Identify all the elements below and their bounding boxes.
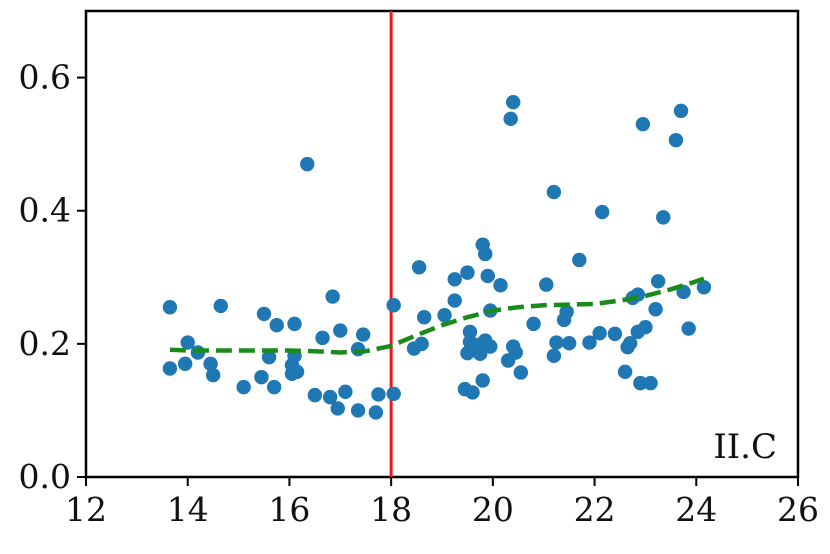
scatter-point	[269, 318, 284, 333]
scatter-point	[508, 345, 523, 360]
y-axis-ticks: 0.0 0.2 0.4 0.6	[19, 58, 86, 496]
x-tick-label: 16	[268, 490, 310, 529]
scatter-point	[648, 302, 663, 317]
scatter-point	[595, 204, 610, 220]
scatter-points	[162, 95, 712, 420]
scatter-point	[162, 361, 178, 376]
scatter-point	[478, 246, 493, 262]
scatter-point	[668, 132, 684, 148]
scatter-point	[513, 365, 529, 380]
scatter-point	[289, 364, 305, 380]
scatter-point	[203, 356, 218, 372]
x-axis-ticks: 12 14 16 18 20 22 24 26	[65, 477, 819, 529]
x-tick-label: 14	[167, 490, 209, 529]
scatter-point	[325, 289, 340, 304]
scatter-point	[371, 387, 386, 402]
scatter-point	[483, 339, 498, 354]
trend-line	[169, 276, 705, 355]
scatter-point	[261, 349, 277, 365]
scatter-point	[350, 403, 366, 418]
scatter-point	[650, 274, 666, 289]
x-tick-label: 20	[472, 490, 514, 529]
scatter-point	[643, 375, 658, 391]
x-tick-label: 26	[777, 490, 819, 529]
scatter-point	[549, 335, 564, 350]
scatter-point	[213, 298, 228, 314]
scatter-point	[266, 379, 282, 395]
scatter-point	[503, 111, 518, 127]
scatter-point	[287, 316, 302, 332]
scatter-point	[205, 367, 221, 383]
scatter-point	[475, 373, 490, 388]
x-tick-label: 18	[370, 490, 412, 529]
y-tick-label: 0.4	[19, 191, 71, 230]
scatter-point	[236, 379, 251, 395]
scatter-point	[465, 385, 480, 400]
scatter-point	[546, 184, 562, 200]
scatter-point	[506, 95, 521, 110]
scatter-point	[417, 310, 432, 325]
scatter-point	[526, 316, 541, 332]
scatter-point	[546, 348, 562, 364]
scatter-point	[673, 103, 689, 119]
scatter-point	[696, 280, 712, 295]
scatter-point	[592, 326, 607, 341]
scatter-point	[411, 260, 427, 275]
plot-frame	[84, 9, 800, 479]
y-tick-label: 0.6	[19, 58, 71, 97]
scatter-point	[572, 252, 587, 268]
scatter-point	[561, 335, 577, 351]
y-tick-label: 0.2	[19, 324, 71, 363]
x-tick-label: 12	[65, 490, 107, 529]
scatter-point	[493, 278, 508, 293]
scatter-point	[437, 308, 452, 323]
scatter-point	[322, 389, 338, 405]
scatter-point	[333, 323, 348, 338]
scatter-point	[177, 356, 193, 372]
panel-label: II.C	[713, 427, 777, 467]
scatter-point	[355, 327, 371, 342]
scatter-point	[681, 321, 696, 336]
scatter-point	[386, 298, 401, 313]
scatter-point	[633, 375, 648, 391]
scatter-point	[307, 387, 323, 403]
scatter-point	[559, 304, 574, 320]
scatter-point	[539, 277, 554, 292]
scatter-point	[414, 336, 429, 352]
scatter-point	[300, 156, 315, 172]
scatter-point	[656, 210, 671, 225]
scatter-point	[254, 369, 269, 385]
y-tick-label: 0.0	[19, 457, 71, 496]
scatter-point	[368, 405, 384, 420]
trend-line-layer	[169, 276, 705, 355]
scatter-point	[386, 386, 401, 401]
scatter-point	[480, 268, 495, 284]
scatter-point	[162, 300, 178, 315]
scatter-point	[607, 326, 623, 342]
scatter-point	[447, 293, 462, 308]
scatter-point	[462, 324, 478, 340]
scatter-point	[180, 335, 195, 350]
scatter-point	[330, 401, 345, 416]
scatter-point	[617, 364, 633, 380]
scatter-point	[338, 384, 353, 399]
scatter-point	[622, 335, 638, 351]
scatter-point	[638, 320, 653, 335]
scatter-point	[256, 306, 272, 322]
scatter-point	[582, 335, 597, 350]
scatter-point	[447, 272, 462, 287]
scatter-point	[635, 116, 651, 132]
x-tick-label: 24	[675, 490, 717, 529]
x-tick-label: 22	[574, 490, 616, 529]
scatter-point	[460, 265, 475, 280]
scatter-point	[315, 330, 330, 346]
